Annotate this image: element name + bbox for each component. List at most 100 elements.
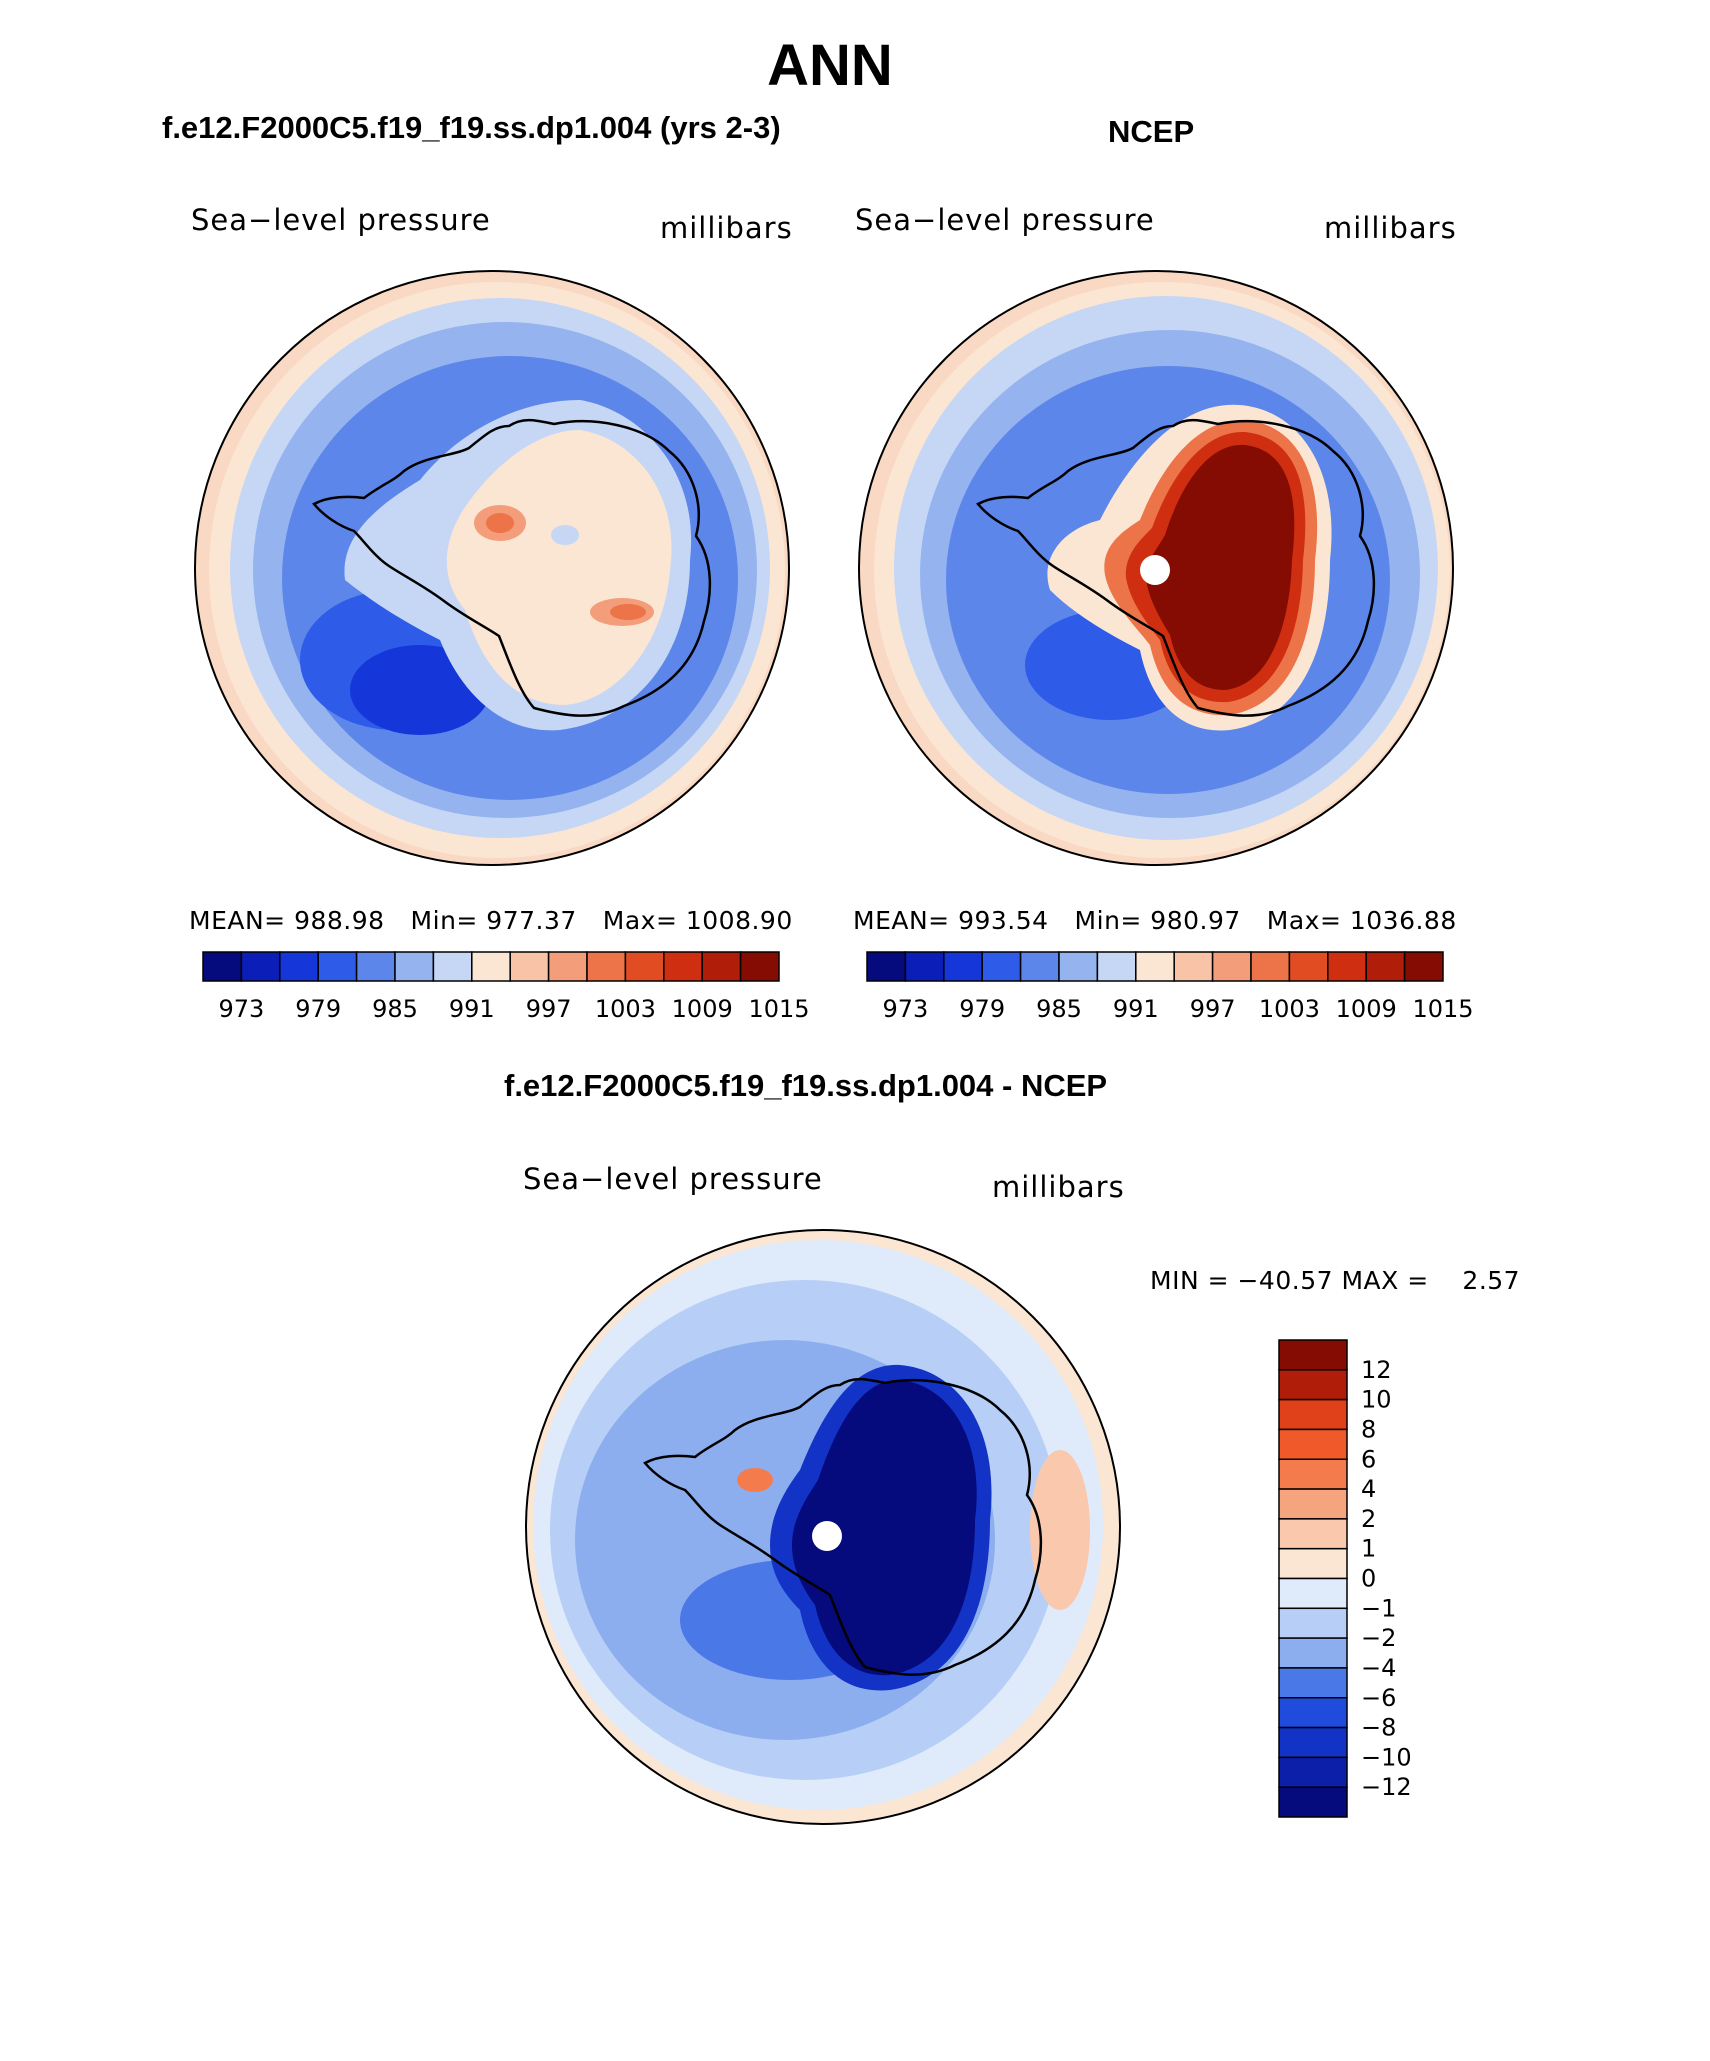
diff-colorbar-tick-label: −12 bbox=[1361, 1773, 1412, 1801]
diff-plateau-minus12 bbox=[792, 1379, 977, 1676]
model-map bbox=[195, 271, 789, 865]
model-colorbar-tick-label: 979 bbox=[295, 995, 341, 1023]
obs-max: Max= 1036.88 bbox=[1266, 906, 1457, 935]
model-stats: MEAN= 988.98 Min= 977.37 Max= 1008.90 bbox=[189, 906, 793, 935]
diff-colorbar-box bbox=[1278, 1547, 1348, 1580]
model-mean: MEAN= 988.98 bbox=[189, 906, 385, 935]
model-min: Min= 977.37 bbox=[410, 906, 577, 935]
model-colorbar-box bbox=[547, 951, 588, 982]
obs-colorbar-box bbox=[1250, 951, 1291, 982]
model-colorbar-box bbox=[509, 951, 550, 982]
model-colorbar-box bbox=[355, 951, 396, 982]
model-colorbar-tick-label: 997 bbox=[526, 995, 572, 1023]
model-colorbar-box bbox=[240, 951, 281, 982]
obs-colorbar-box bbox=[943, 951, 983, 982]
obs-colorbar-box bbox=[904, 951, 945, 982]
obs-colorbar-tick-label: 1009 bbox=[1336, 995, 1397, 1023]
diff-colorbar-box bbox=[1278, 1428, 1348, 1460]
obs-mean: MEAN= 993.54 bbox=[853, 906, 1049, 935]
diff-units-label: millibars bbox=[992, 1170, 1125, 1204]
diff-minmax: MIN = −40.57 MAX = 2.57 bbox=[1150, 1266, 1521, 1295]
diff-colorbar-tick-label: 12 bbox=[1361, 1356, 1392, 1384]
obs-colorbar-tick-label: 979 bbox=[959, 995, 1005, 1023]
obs-colorbar-box bbox=[1096, 951, 1137, 982]
diff-colorbar-box bbox=[1278, 1398, 1348, 1431]
model-colorbar-box bbox=[471, 951, 511, 982]
obs-map-border bbox=[858, 270, 1454, 866]
obs-colorbar-box bbox=[866, 951, 907, 982]
obs-colorbar-box bbox=[1211, 951, 1252, 982]
diff-colorbar-tick-label: 2 bbox=[1361, 1505, 1376, 1533]
model-colorbar-box bbox=[279, 951, 319, 982]
diff-colorbar-tick-label: −10 bbox=[1361, 1743, 1412, 1771]
model-colorbar-box bbox=[739, 951, 780, 982]
figure-title: ANN bbox=[767, 33, 893, 98]
diff-positive-peninsula bbox=[737, 1468, 773, 1492]
obs-stats: MEAN= 993.54 Min= 980.97 Max= 1036.88 bbox=[853, 906, 1457, 935]
model-colorbar-box bbox=[624, 951, 665, 982]
model-colorbar-tick-label: 973 bbox=[218, 995, 264, 1023]
diff-colorbar-tick-label: 10 bbox=[1361, 1386, 1392, 1414]
obs-colorbar-tick-label: 991 bbox=[1113, 995, 1159, 1023]
diff-colorbar-box bbox=[1278, 1339, 1348, 1371]
obs-variable-label: Sea−level pressure bbox=[855, 203, 1155, 237]
obs-colorbar-box bbox=[1365, 951, 1406, 982]
obs-colorbar: 973 979 985 991 997 1003 1009 1015 bbox=[866, 951, 1474, 1023]
obs-colorbar-box bbox=[1403, 951, 1444, 982]
model-colorbar-tick-label: 1003 bbox=[595, 995, 656, 1023]
diff-colorbar-tick-label: −6 bbox=[1361, 1684, 1396, 1712]
obs-units-label: millibars bbox=[1324, 211, 1457, 245]
diff-colorbar-tick-label: −8 bbox=[1361, 1714, 1396, 1742]
model-colorbar: 973 979 985 991 997 1003 1009 1015 bbox=[202, 951, 810, 1023]
model-colorbar-box bbox=[432, 951, 473, 982]
obs-colorbar-box bbox=[1135, 951, 1175, 982]
model-plateau-dip bbox=[551, 525, 579, 545]
diff-variable-label: Sea−level pressure bbox=[523, 1162, 823, 1196]
diff-colorbar-box bbox=[1278, 1697, 1348, 1729]
diff-colorbar-box bbox=[1278, 1637, 1348, 1669]
diff-colorbar-tick-label: −4 bbox=[1361, 1654, 1396, 1682]
diff-colorbar-tick-label: −1 bbox=[1361, 1594, 1396, 1622]
diff-colorbar-box bbox=[1278, 1786, 1348, 1818]
obs-colorbar-box bbox=[1327, 951, 1367, 982]
model-panel-title: f.e12.F2000C5.f19_f19.ss.dp1.004 (yrs 2-… bbox=[162, 110, 781, 145]
model-colorbar-box bbox=[394, 951, 435, 982]
diff-colorbar-box bbox=[1278, 1726, 1348, 1759]
model-plateau-997 bbox=[446, 430, 672, 705]
diff-colorbar-tick-label: 8 bbox=[1361, 1415, 1376, 1443]
diff-colorbar-box bbox=[1278, 1488, 1348, 1520]
diff-panel-title: f.e12.F2000C5.f19_f19.ss.dp1.004 - NCEP bbox=[504, 1068, 1108, 1103]
obs-map bbox=[859, 271, 1453, 865]
diff-colorbar-box bbox=[1278, 1607, 1348, 1639]
diff-colorbar-box bbox=[1278, 1369, 1348, 1401]
diff-colorbar-tick-label: 6 bbox=[1361, 1445, 1376, 1473]
model-colorbar-box bbox=[663, 951, 703, 982]
model-high-2-core bbox=[610, 604, 646, 620]
model-units-label: millibars bbox=[660, 211, 793, 245]
model-variable-label: Sea−level pressure bbox=[191, 203, 491, 237]
model-max: Max= 1008.90 bbox=[602, 906, 793, 935]
obs-colorbar-box bbox=[1058, 951, 1099, 982]
diff-colorbar-box bbox=[1278, 1667, 1348, 1699]
model-colorbar-tick-label: 1009 bbox=[672, 995, 733, 1023]
diff-missing-data-pole bbox=[812, 1521, 842, 1551]
model-colorbar-box bbox=[317, 951, 358, 982]
diff-map-border bbox=[525, 1229, 1121, 1825]
obs-colorbar-tick-label: 997 bbox=[1190, 995, 1236, 1023]
diff-colorbar-tick-label: 1 bbox=[1361, 1535, 1376, 1563]
obs-colorbar-box bbox=[1288, 951, 1329, 982]
model-colorbar-box bbox=[586, 951, 627, 982]
model-colorbar-tick-label: 991 bbox=[449, 995, 495, 1023]
model-colorbar-tick-label: 1015 bbox=[748, 995, 809, 1023]
obs-colorbar-tick-label: 1003 bbox=[1259, 995, 1320, 1023]
obs-colorbar-tick-label: 973 bbox=[882, 995, 928, 1023]
diff-colorbar-box bbox=[1278, 1756, 1348, 1788]
obs-colorbar-box bbox=[981, 951, 1022, 982]
model-map-border bbox=[194, 270, 790, 866]
model-colorbar-box bbox=[701, 951, 742, 982]
diff-colorbar-tick-label: −2 bbox=[1361, 1624, 1396, 1652]
obs-plateau-max bbox=[1146, 444, 1295, 690]
diff-colorbar-tick-label: 4 bbox=[1361, 1475, 1376, 1503]
obs-colorbar-box bbox=[1019, 951, 1060, 982]
